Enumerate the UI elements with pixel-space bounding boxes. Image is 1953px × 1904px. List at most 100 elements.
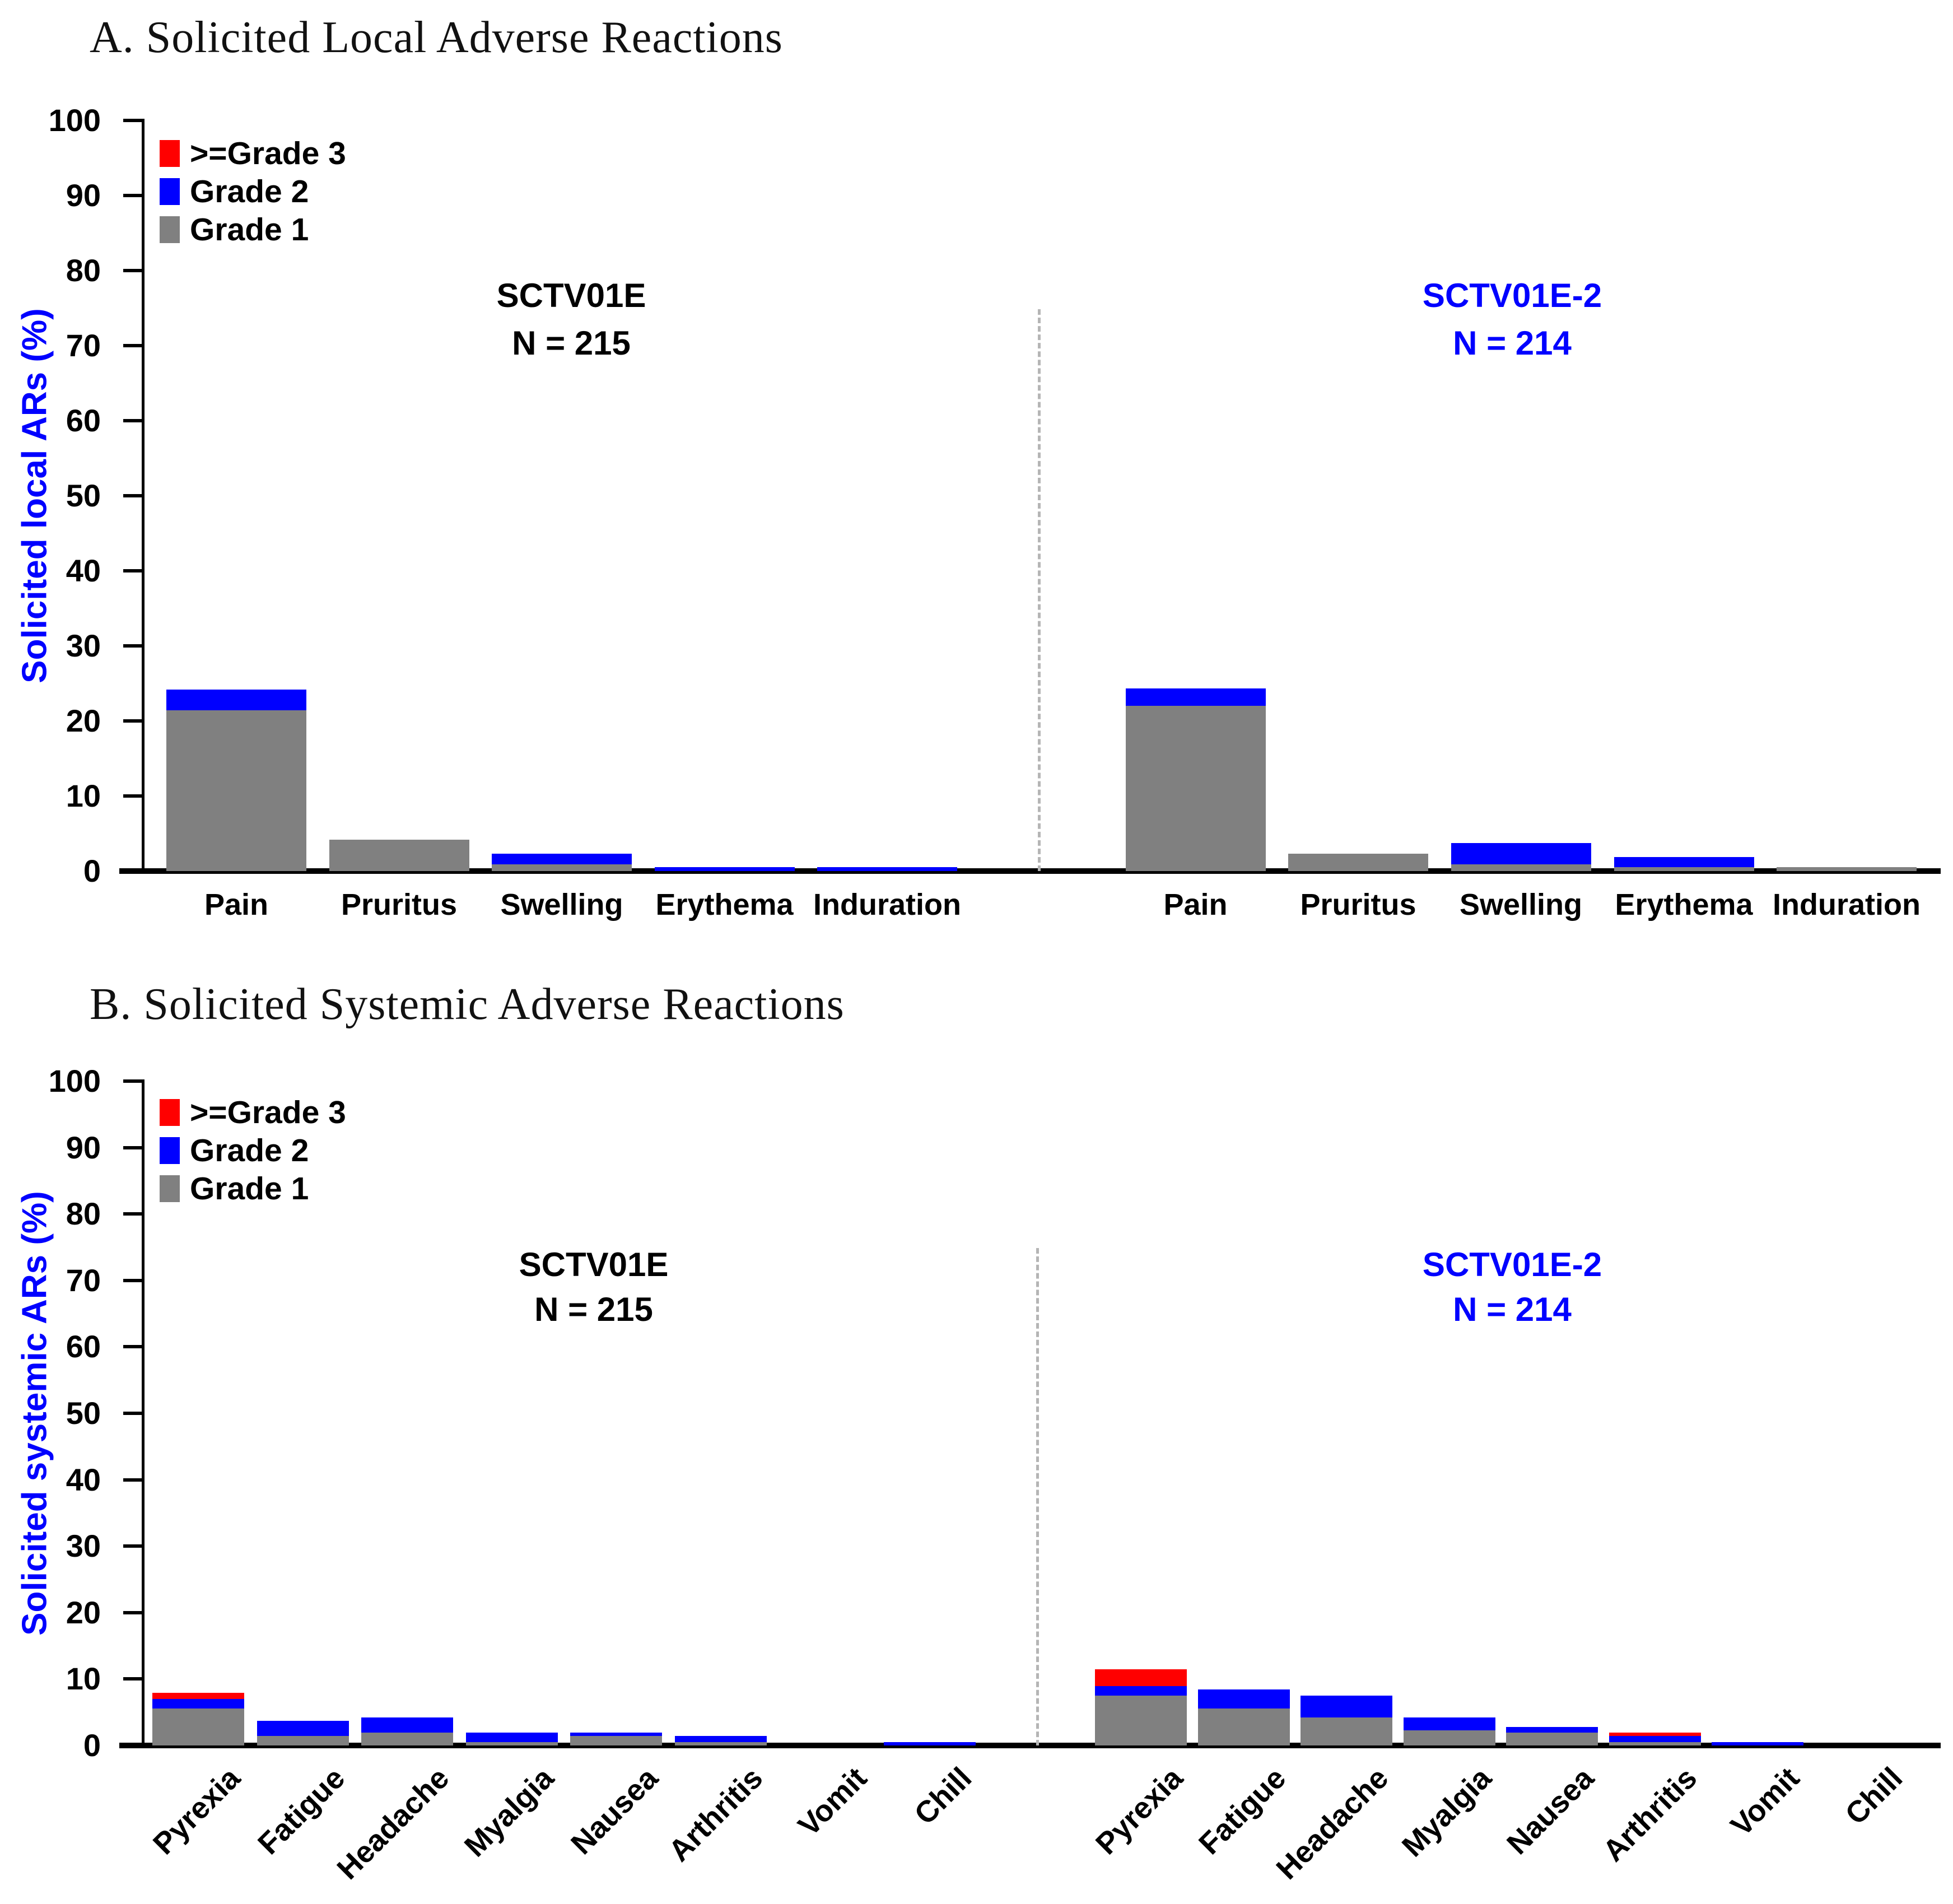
panel-a-group1-n: N = 215 (512, 324, 631, 362)
y-tick-mark (123, 494, 142, 497)
bar-induration-grade1 (1777, 867, 1917, 871)
grade1-swatch-icon (160, 216, 180, 243)
y-tick-label: 60 (66, 1329, 101, 1365)
x-label-pain: Pain (1163, 888, 1228, 921)
y-tick-mark (123, 1478, 142, 1482)
y-tick-mark (123, 644, 142, 648)
bar-pyrexia-grade3 (152, 1693, 244, 1699)
bar-pyrexia-grade1 (1095, 1696, 1187, 1745)
bar-erythema-grade2 (654, 867, 795, 871)
y-tick-mark (123, 1677, 142, 1681)
panel-a-group-divider (1038, 309, 1041, 871)
bar-pyrexia-grade3 (1095, 1669, 1187, 1687)
legend-label: >=Grade 3 (190, 1095, 346, 1130)
bar-fatigue-grade2 (257, 1721, 349, 1737)
bar-arthritis-grade2 (674, 1736, 767, 1743)
y-tick-mark (123, 1412, 142, 1415)
panel-a-group2-n: N = 214 (1453, 324, 1572, 362)
panel-a-group1-name: SCTV01E (496, 277, 646, 314)
legend-label: Grade 2 (190, 174, 309, 210)
x-label-nausea: Nausea (565, 1761, 665, 1861)
bar-pain-grade2 (1125, 688, 1266, 706)
y-tick-mark (123, 1278, 142, 1282)
y-tick-mark (123, 1345, 142, 1349)
bar-nausea-grade1 (1506, 1733, 1598, 1745)
y-tick-mark (123, 1079, 142, 1083)
x-label-pyrexia: Pyrexia (1089, 1761, 1190, 1861)
bar-nausea-grade2 (570, 1733, 662, 1737)
bar-erythema-grade2 (1614, 856, 1754, 868)
legend-label: Grade 1 (190, 212, 309, 248)
bar-chill-grade2 (883, 1742, 976, 1745)
bar-fatigue-grade1 (1197, 1708, 1290, 1745)
x-label-induration: Induration (1773, 888, 1921, 921)
x-axis-line (119, 868, 1941, 874)
legend-label: >=Grade 3 (190, 136, 346, 171)
bar-arthritis-grade2 (1609, 1736, 1701, 1743)
y-tick-mark (123, 569, 142, 572)
x-label-swelling: Swelling (1459, 888, 1583, 921)
panel-a-title: A. Solicited Local Adverse Reactions (90, 13, 783, 62)
panel-b-group1-n: N = 215 (534, 1291, 653, 1328)
bar-pruritus-grade1 (1288, 854, 1428, 871)
x-axis-line (119, 1743, 1941, 1748)
y-tick-label: 40 (66, 1461, 101, 1497)
y-tick-mark (123, 419, 142, 422)
y-tick-label: 40 (66, 553, 101, 588)
y-tick-label: 60 (66, 403, 101, 438)
bar-fatigue-grade1 (257, 1736, 349, 1745)
bar-arthritis-grade3 (1609, 1733, 1701, 1737)
bar-swelling-grade1 (492, 864, 632, 871)
x-label-swelling: Swelling (500, 888, 623, 921)
panel-b-group2-name: SCTV01E-2 (1422, 1246, 1602, 1283)
y-tick-mark (123, 1146, 142, 1149)
y-tick-mark (123, 1744, 142, 1747)
bar-headache-grade2 (361, 1717, 453, 1733)
x-label-pruritus: Pruritus (341, 888, 458, 921)
x-label-fatigue: Fatigue (251, 1761, 351, 1861)
y-tick-label: 50 (66, 478, 101, 513)
y-tick-mark (123, 194, 142, 197)
grade2-swatch-icon (160, 1137, 180, 1164)
y-tick-mark (123, 1544, 142, 1548)
y-tick-label: 50 (66, 1395, 101, 1431)
y-tick-label: 90 (66, 1129, 101, 1165)
bar-myalgia-grade1 (1403, 1730, 1495, 1745)
x-label-pain: Pain (204, 888, 269, 921)
y-tick-mark (123, 344, 142, 347)
y-tick-label: 70 (66, 328, 101, 363)
bar-headache-grade2 (1301, 1696, 1392, 1718)
x-label-arthritis: Arthritis (661, 1761, 769, 1868)
bar-erythema-grade1 (1614, 867, 1754, 871)
bar-pyrexia-grade2 (1095, 1686, 1187, 1696)
x-label-induration: Induration (813, 888, 961, 921)
y-tick-mark (123, 719, 142, 723)
x-label-erythema: Erythema (1615, 888, 1753, 921)
bar-headache-grade1 (1301, 1717, 1392, 1745)
bar-nausea-grade1 (570, 1736, 662, 1745)
y-tick-label: 20 (66, 703, 101, 738)
y-tick-mark (123, 1610, 142, 1614)
bar-pain-grade1 (1125, 706, 1266, 871)
bar-vomit-grade2 (1712, 1742, 1803, 1745)
y-tick-label: 100 (48, 1063, 101, 1098)
x-label-vomit: Vomit (1724, 1761, 1806, 1843)
bar-myalgia-grade2 (1403, 1717, 1495, 1730)
bar-induration-grade2 (817, 867, 957, 871)
x-label-pyrexia: Pyrexia (146, 1761, 247, 1861)
bar-pain-grade2 (166, 689, 306, 711)
bar-headache-grade1 (361, 1733, 453, 1745)
y-tick-label: 90 (66, 178, 101, 213)
bar-fatigue-grade2 (1197, 1689, 1290, 1709)
y-tick-label: 80 (66, 253, 101, 288)
bar-pyrexia-grade2 (152, 1698, 244, 1709)
panel-b-title: B. Solicited Systemic Adverse Reactions (90, 980, 845, 1029)
panel-b-group1-name: SCTV01E (519, 1246, 669, 1283)
y-axis-line (142, 119, 145, 874)
x-label-fatigue: Fatigue (1192, 1761, 1292, 1861)
panel-a-group2-name: SCTV01E-2 (1422, 277, 1602, 314)
x-label-headache: Headache (1270, 1761, 1395, 1886)
y-tick-label: 0 (83, 1728, 101, 1763)
bar-myalgia-grade2 (465, 1733, 558, 1743)
